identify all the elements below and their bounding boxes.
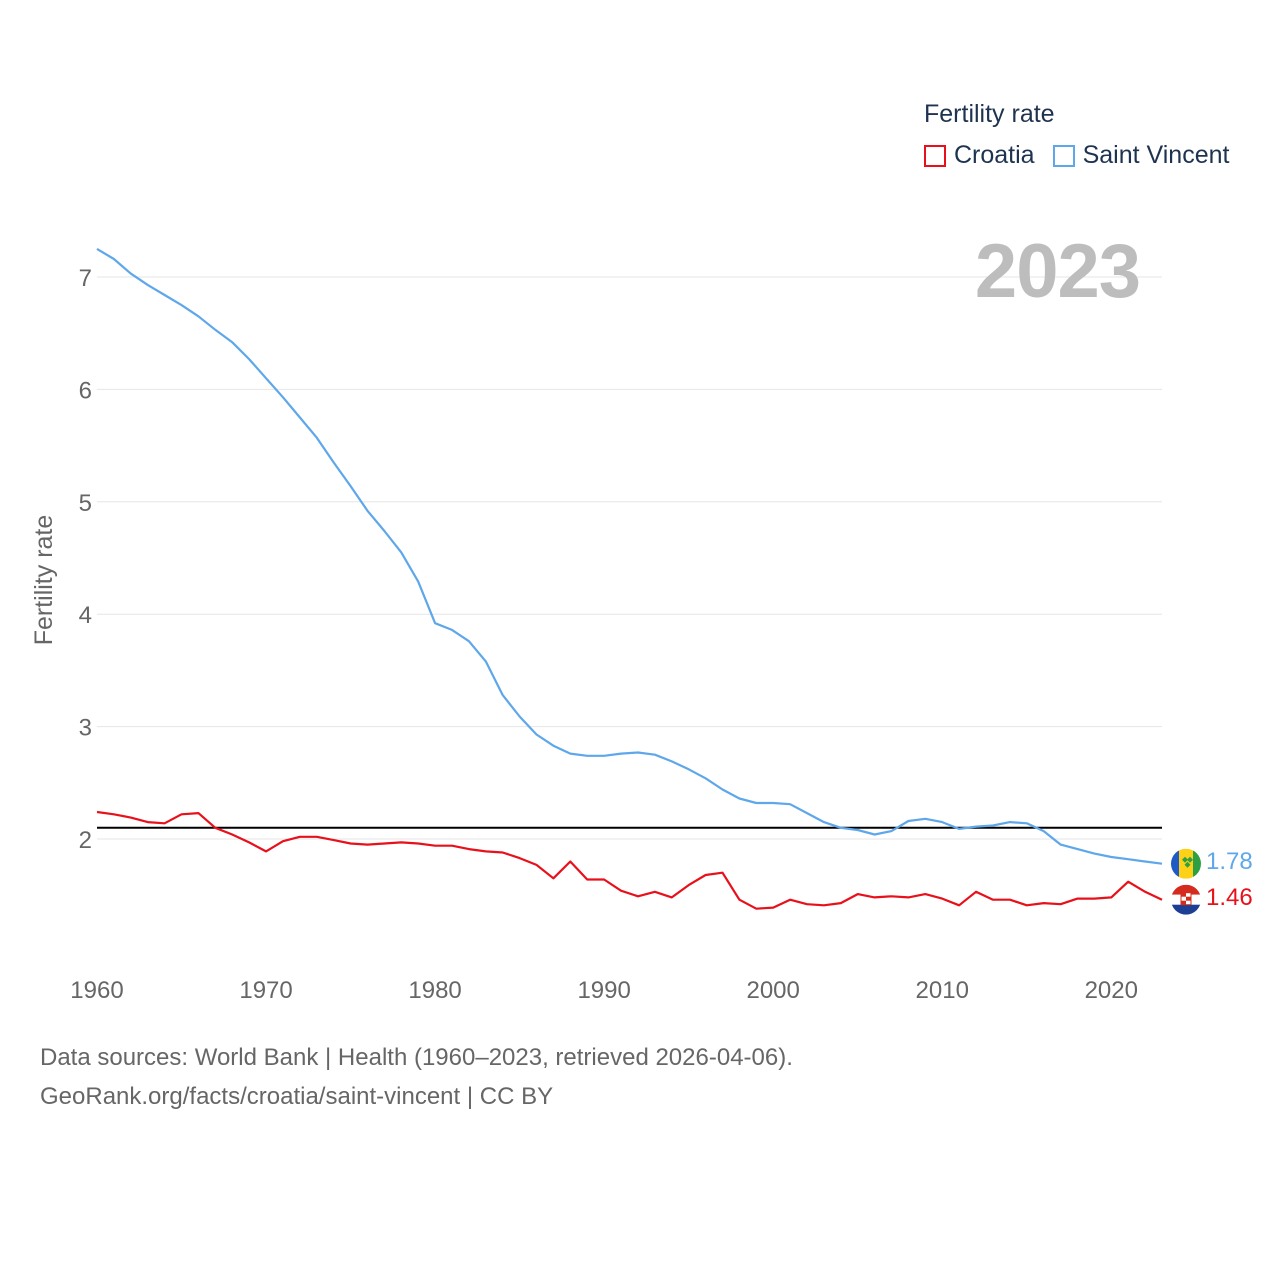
footer-source: Data sources: World Bank | Health (1960–… bbox=[40, 1044, 793, 1071]
legend-title: Fertility rate bbox=[924, 100, 1055, 128]
end-label-croatia: 1.46 bbox=[1206, 884, 1253, 911]
flag-band-blue bbox=[1171, 848, 1179, 879]
legend-swatch-croatia bbox=[924, 144, 946, 167]
x-tick-label-1990: 1990 bbox=[577, 977, 630, 1004]
x-tick-label-2000: 2000 bbox=[746, 977, 799, 1004]
y-tick-label-3: 3 bbox=[79, 715, 92, 742]
y-tick-label-5: 5 bbox=[79, 490, 92, 517]
flag-check-2 bbox=[1186, 896, 1191, 901]
legend-item-croatia[interactable]: Croatia bbox=[924, 141, 1035, 170]
x-tick-label-1960: 1960 bbox=[70, 977, 123, 1004]
y-tick-label-7: 7 bbox=[79, 265, 92, 292]
x-tick-label-1980: 1980 bbox=[408, 977, 461, 1004]
flag-band-blue bbox=[1171, 904, 1201, 915]
series-line-croatia bbox=[96, 810, 1163, 910]
legend-label-saint-vincent: Saint Vincent bbox=[1082, 141, 1230, 169]
y-axis-title: Fertility rate bbox=[30, 515, 58, 646]
legend-swatch-saint-vincent bbox=[1052, 144, 1075, 167]
y-tick-label-2: 2 bbox=[79, 827, 92, 854]
legend-label-croatia: Croatia bbox=[954, 141, 1035, 169]
grid-layer bbox=[97, 276, 1162, 840]
x-tick-label-1970: 1970 bbox=[239, 977, 292, 1004]
year-label: 2023 bbox=[974, 229, 1141, 314]
end-label-saint-vincent: 1.78 bbox=[1206, 848, 1253, 875]
y-tick-labels: 2 3 4 5 6 7 bbox=[79, 265, 92, 854]
y-tick-label-6: 6 bbox=[79, 377, 92, 404]
y-tick-label-4: 4 bbox=[79, 602, 92, 629]
footer-url[interactable]: GeoRank.org/facts/croatia/saint-vincent … bbox=[40, 1083, 554, 1110]
x-tick-label-2020: 2020 bbox=[1085, 977, 1138, 1004]
legend: Croatia Saint Vincent bbox=[924, 141, 1247, 170]
series-line-saint-vincent bbox=[96, 247, 1163, 865]
flag-band-red bbox=[1171, 884, 1201, 895]
flag-saint-vincent-icon bbox=[1171, 848, 1201, 879]
flag-band-green bbox=[1193, 848, 1201, 879]
flag-check-3 bbox=[1181, 900, 1186, 905]
end-marker-layer bbox=[1171, 848, 1201, 915]
x-tick-labels: 1960 1970 1980 1990 2000 2010 2020 bbox=[70, 977, 1138, 1004]
flag-croatia-body bbox=[1171, 884, 1201, 915]
flag-check-1 bbox=[1181, 892, 1186, 897]
x-tick-label-2010: 2010 bbox=[916, 977, 969, 1004]
series-layer bbox=[96, 247, 1163, 910]
flag-diamonds bbox=[1182, 856, 1193, 868]
flag-croatia-icon bbox=[1171, 884, 1201, 915]
flag-saint-vincent-body bbox=[1171, 848, 1201, 879]
legend-item-saint-vincent[interactable]: Saint Vincent bbox=[1052, 141, 1230, 170]
